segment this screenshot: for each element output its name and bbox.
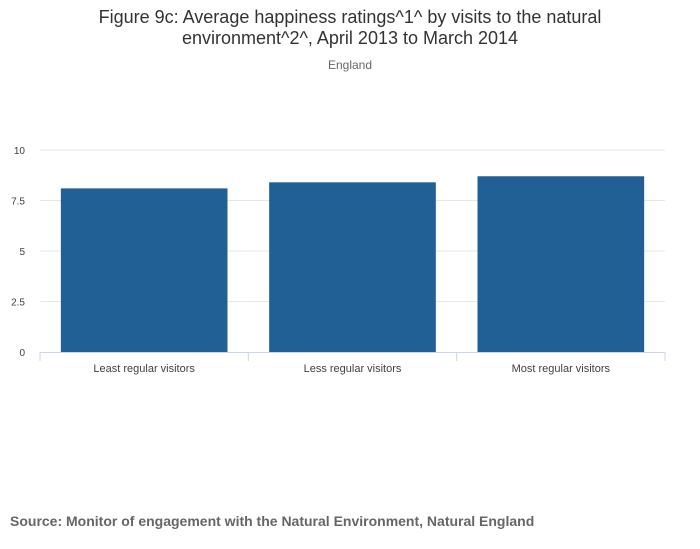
x-tick-label: Less regular visitors	[304, 363, 402, 375]
bars	[60, 176, 645, 352]
y-tick-label: 5	[19, 247, 25, 258]
source-note: Source: Monitor of engagement with the N…	[10, 513, 535, 529]
x-axis: Least regular visitors Less regular visit…	[39, 352, 666, 375]
y-tick-label: 0	[19, 348, 25, 359]
y-tick-label: 10	[14, 146, 26, 157]
chart-subtitle: England	[327, 58, 373, 72]
y-tick-label: 2.5	[11, 298, 25, 309]
x-tick-label: Most regular visitors	[512, 363, 611, 375]
chart-title: Figure 9c: Average happiness ratings^1^ …	[98, 7, 602, 48]
x-tick-label: Least regular visitors	[93, 363, 195, 375]
y-tick-label: 7.5	[11, 197, 25, 208]
bar[interactable]	[477, 176, 645, 352]
bar[interactable]	[269, 182, 436, 352]
y-axis: 0 2.5 5 7.5 10	[11, 146, 25, 359]
bar[interactable]	[60, 188, 228, 352]
